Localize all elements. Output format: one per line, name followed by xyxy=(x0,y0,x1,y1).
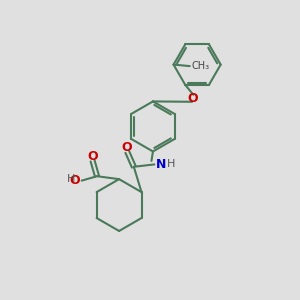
Text: O: O xyxy=(70,174,80,187)
Text: H: H xyxy=(167,159,175,170)
Text: O: O xyxy=(87,150,98,163)
Text: O: O xyxy=(122,141,132,154)
Text: O: O xyxy=(188,92,198,105)
Text: CH₃: CH₃ xyxy=(192,61,210,71)
Text: N: N xyxy=(156,158,166,171)
Text: H: H xyxy=(67,174,75,184)
